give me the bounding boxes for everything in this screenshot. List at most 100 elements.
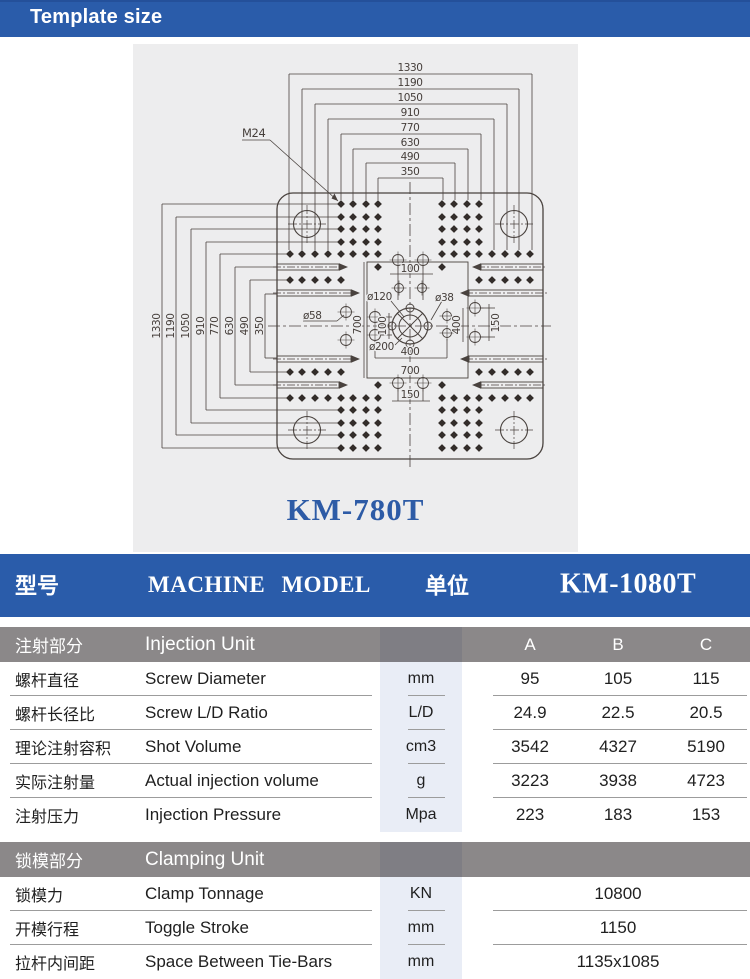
row-divider xyxy=(493,763,747,764)
value-span: 1135x1085 xyxy=(576,952,660,971)
row-label-en: Actual injection volume xyxy=(145,771,319,790)
dim-left-350: 350 xyxy=(254,317,266,336)
value-c: 153 xyxy=(691,805,721,824)
row-divider xyxy=(10,797,372,798)
row-divider xyxy=(493,944,747,945)
row-label-zh: 实际注射量 xyxy=(15,775,96,792)
dim-150-bottom: 150 xyxy=(401,389,420,401)
value-span: 10800 xyxy=(594,884,642,903)
row-label-zh: 理论注射容积 xyxy=(15,741,112,758)
dim-left-490: 490 xyxy=(239,317,251,336)
row-divider xyxy=(10,910,372,911)
table-header-bar: 型号 MACHINE MODEL 单位 KM-1080T xyxy=(0,554,750,617)
row-unit: mm xyxy=(380,911,462,945)
value-b: 22.5 xyxy=(601,703,635,722)
row-label-en: Shot Volume xyxy=(145,737,242,756)
table-row: 锁模力 Clamp Tonnage KN 10800 xyxy=(0,877,750,911)
section-title-en: Clamping Unit xyxy=(145,848,265,870)
row-divider xyxy=(493,797,747,798)
row-label-zh: 开模行程 xyxy=(15,922,80,939)
table-row: 螺杆直径 Screw Diameter mm 95 105 115 xyxy=(0,662,750,696)
dim-top-1330: 1330 xyxy=(397,62,422,74)
row-label-en: Clamp Tonnage xyxy=(145,884,264,903)
drawing-linework xyxy=(161,73,551,467)
section-title-zh: 注射部分 xyxy=(15,637,83,656)
row-divider xyxy=(10,695,372,696)
unit-label-zh: 单位 xyxy=(425,573,470,599)
dim-400-vert: 400 xyxy=(451,316,463,335)
table-row: 实际注射量 Actual injection volume g 3223 393… xyxy=(0,764,750,798)
value-a: 95 xyxy=(520,669,540,688)
dim-100-vert: 100 xyxy=(377,317,389,336)
row-divider xyxy=(408,797,445,798)
platen-technical-drawing: 1330 1190 1050 910 770 630 490 350 1330 … xyxy=(150,61,551,467)
row-divider xyxy=(408,944,445,945)
value-a: 3223 xyxy=(511,771,549,790)
dim-top-1050: 1050 xyxy=(397,92,422,104)
value-a: 223 xyxy=(515,805,545,824)
dim-left-1050: 1050 xyxy=(180,313,192,338)
section-title-zh: 锁模部分 xyxy=(15,852,83,871)
row-divider xyxy=(408,763,445,764)
table-row: 开模行程 Toggle Stroke mm 1150 xyxy=(0,911,750,945)
row-label-en: Space Between Tie-Bars xyxy=(145,952,333,971)
row-label-zh: 注射压力 xyxy=(15,809,80,826)
row-unit: L/D xyxy=(380,696,462,730)
value-a: 24.9 xyxy=(513,703,547,722)
dim-700-horiz: 700 xyxy=(401,365,420,377)
row-divider xyxy=(408,695,445,696)
dim-left-1330: 1330 xyxy=(151,313,163,338)
value-b: 105 xyxy=(603,669,633,688)
drawing-model-name: KM-780T xyxy=(286,492,425,527)
row-label-zh: 锁模力 xyxy=(15,888,64,905)
section-unit-cell xyxy=(380,627,462,662)
spec-table: 注射部分 Injection Unit A B C 螺杆直径 Screw Dia… xyxy=(0,617,750,979)
row-divider xyxy=(493,910,747,911)
dim-left-770: 770 xyxy=(209,317,221,336)
dim-top-490: 490 xyxy=(401,151,420,163)
row-label-en: Injection Pressure xyxy=(145,805,282,824)
row-divider xyxy=(493,729,747,730)
section-title-en: Injection Unit xyxy=(145,633,255,655)
row-divider xyxy=(10,729,372,730)
column-header-b: B xyxy=(612,634,624,654)
dim-400-horiz: 400 xyxy=(401,346,420,358)
table-row: 螺杆长径比 Screw L/D Ratio L/D 24.9 22.5 20.5 xyxy=(0,696,750,730)
row-unit: KN xyxy=(380,877,462,911)
model-label-en: MACHINE MODEL xyxy=(148,571,371,597)
row-divider xyxy=(408,910,445,911)
dim-left-1190: 1190 xyxy=(165,313,177,338)
value-b: 183 xyxy=(603,805,633,824)
dia-58-label: ø58 xyxy=(303,310,322,322)
row-unit: g xyxy=(380,764,462,798)
table-row: 理论注射容积 Shot Volume cm3 3542 4327 5190 xyxy=(0,730,750,764)
page-title-bar: Template size xyxy=(0,0,750,37)
dim-left-630: 630 xyxy=(224,317,236,336)
value-span: 1150 xyxy=(599,918,637,937)
dim-left-910: 910 xyxy=(195,317,207,336)
row-label-zh: 拉杆内间距 xyxy=(15,956,96,973)
section-header-clamping: 锁模部分 Clamping Unit xyxy=(0,842,750,877)
template-drawing-panel: 1330 1190 1050 910 770 630 490 350 1330 … xyxy=(133,44,578,552)
column-headers: A B C xyxy=(462,627,750,662)
value-c: 115 xyxy=(692,669,720,688)
column-header-a: A xyxy=(524,634,536,654)
dimension-labels-top: 1330 1190 1050 910 770 630 490 350 xyxy=(396,61,424,180)
dim-150-vert: 150 xyxy=(490,314,502,333)
dim-top-1190: 1190 xyxy=(397,77,422,89)
value-b: 3938 xyxy=(599,771,637,790)
machine-model-value: KM-1080T xyxy=(560,568,697,600)
center-detail-labels: M24 100 ø120 ø38 ø58 ø200 700 100 400 15… xyxy=(241,125,504,403)
row-unit: cm3 xyxy=(380,730,462,764)
row-label-en: Screw Diameter xyxy=(145,669,266,688)
row-label-en: Toggle Stroke xyxy=(145,918,249,937)
section-unit-cell xyxy=(380,842,462,877)
dim-700-vert: 700 xyxy=(352,316,364,335)
value-c: 4723 xyxy=(687,771,725,790)
dimension-labels-left: 1330 1190 1050 910 770 630 490 350 xyxy=(150,312,268,340)
dia-38-label: ø38 xyxy=(435,292,454,304)
row-unit: Mpa xyxy=(380,798,462,832)
value-c: 20.5 xyxy=(689,703,723,722)
dim-top-350: 350 xyxy=(401,166,420,178)
row-divider xyxy=(10,763,372,764)
